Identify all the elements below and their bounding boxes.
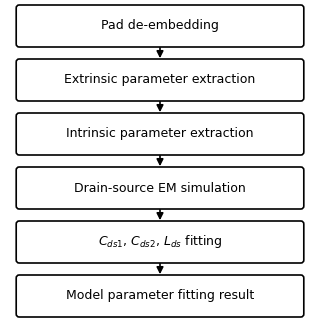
Text: Drain-source EM simulation: Drain-source EM simulation — [74, 181, 246, 195]
FancyBboxPatch shape — [16, 59, 304, 101]
Text: Model parameter fitting result: Model parameter fitting result — [66, 290, 254, 302]
Text: Intrinsic parameter extraction: Intrinsic parameter extraction — [66, 127, 254, 140]
FancyBboxPatch shape — [16, 167, 304, 209]
Text: Extrinsic parameter extraction: Extrinsic parameter extraction — [64, 74, 256, 86]
Text: $C_{ds1}$, $C_{ds2}$, $L_{ds}$ fitting: $C_{ds1}$, $C_{ds2}$, $L_{ds}$ fitting — [98, 234, 222, 251]
FancyBboxPatch shape — [16, 221, 304, 263]
FancyBboxPatch shape — [16, 5, 304, 47]
FancyBboxPatch shape — [16, 275, 304, 317]
FancyBboxPatch shape — [16, 113, 304, 155]
Text: Pad de-embedding: Pad de-embedding — [101, 20, 219, 33]
